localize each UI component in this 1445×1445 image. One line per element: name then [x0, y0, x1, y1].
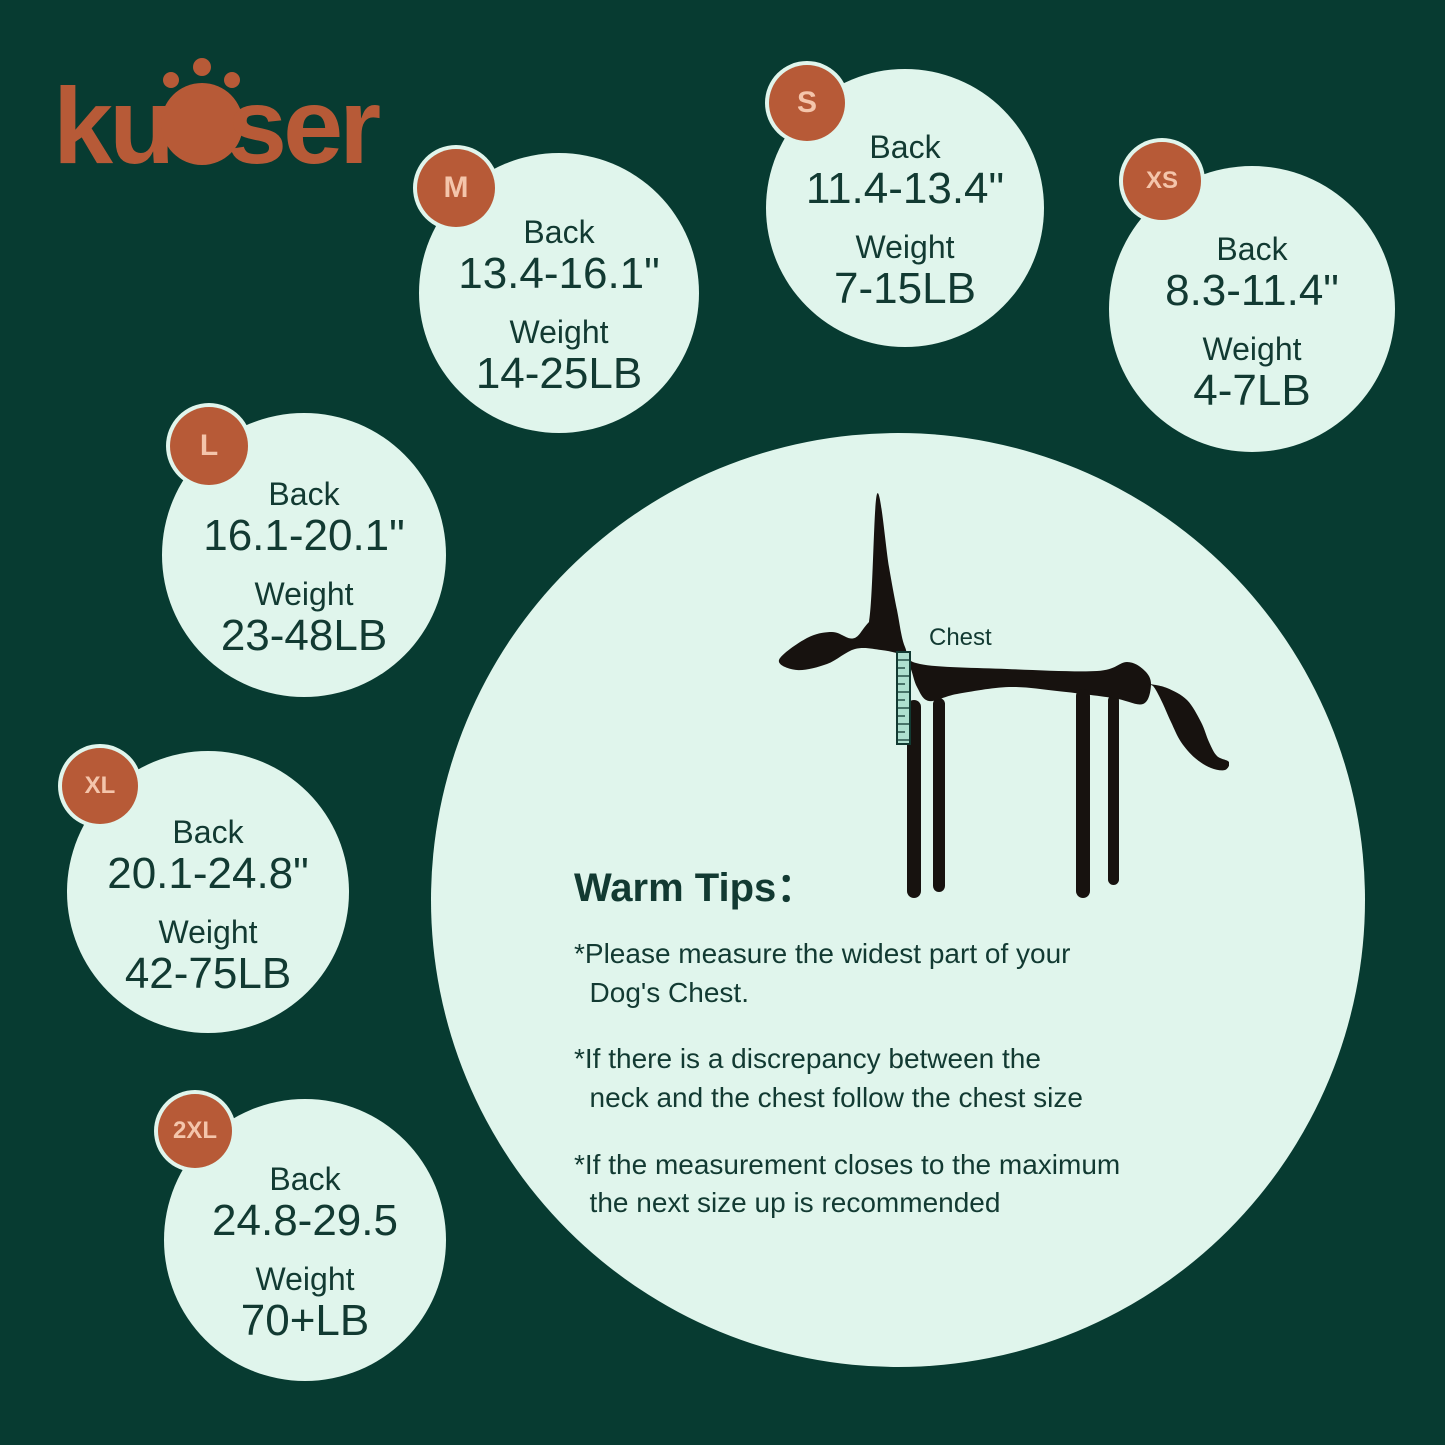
svg-text:Chest: Chest — [929, 624, 992, 651]
svg-text:ku: ku — [53, 65, 171, 186]
svg-text:ser: ser — [227, 65, 380, 186]
